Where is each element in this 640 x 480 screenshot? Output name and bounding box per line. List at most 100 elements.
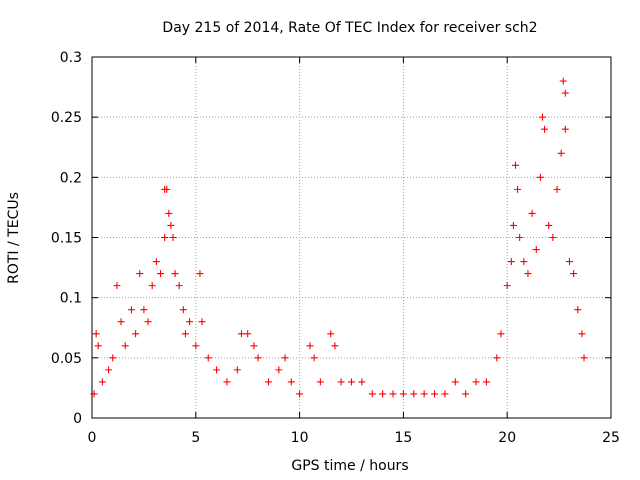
data-point — [358, 378, 366, 386]
data-point — [561, 125, 569, 133]
data-point — [165, 209, 173, 217]
data-point — [127, 306, 135, 314]
data-point — [541, 125, 549, 133]
data-point — [379, 390, 387, 398]
data-point — [296, 390, 304, 398]
data-point — [92, 330, 100, 338]
data-point — [528, 209, 536, 217]
data-point — [181, 330, 189, 338]
data-point — [493, 354, 501, 362]
data-point — [98, 378, 106, 386]
axis-ticks: 0 5 10 15 20 25 0 0.05 0.1 0.15 0.2 0.25 0.3 — [51, 50, 620, 446]
data-point — [167, 221, 175, 229]
data-point — [310, 354, 318, 362]
data-point — [503, 282, 511, 290]
data-point — [327, 330, 335, 338]
data-point — [580, 354, 588, 362]
data-point — [538, 113, 546, 121]
data-point — [462, 390, 470, 398]
data-point — [420, 390, 428, 398]
data-point — [113, 282, 121, 290]
data-point — [512, 161, 520, 169]
x-tick-label: 15 — [394, 430, 412, 446]
data-point — [105, 366, 113, 374]
data-point — [121, 342, 129, 350]
data-point — [570, 270, 578, 278]
data-point — [306, 342, 314, 350]
data-point — [213, 366, 221, 374]
data-point — [514, 185, 522, 193]
data-point — [451, 378, 459, 386]
data-point — [559, 77, 567, 85]
x-tick-label: 25 — [602, 430, 620, 446]
data-point — [223, 378, 231, 386]
data-point — [179, 306, 187, 314]
data-point — [144, 318, 152, 326]
x-tick-label: 0 — [88, 430, 97, 446]
data-point — [140, 306, 148, 314]
y-tick-label: 0.15 — [51, 231, 82, 247]
data-point — [163, 185, 171, 193]
data-point — [565, 258, 573, 266]
y-tick-label: 0 — [73, 411, 82, 427]
data-point — [148, 282, 156, 290]
data-point — [472, 378, 480, 386]
data-point — [186, 318, 194, 326]
data-point — [175, 282, 183, 290]
data-point — [94, 342, 102, 350]
data-point — [557, 149, 565, 157]
data-point — [109, 354, 117, 362]
data-point — [196, 270, 204, 278]
data-point — [507, 258, 515, 266]
data-point — [441, 390, 449, 398]
data-point — [204, 354, 212, 362]
data-point — [244, 330, 252, 338]
data-point — [117, 318, 125, 326]
data-point — [574, 306, 582, 314]
data-point — [152, 258, 160, 266]
data-point — [233, 366, 241, 374]
data-points — [90, 77, 588, 398]
data-point — [169, 234, 177, 241]
y-tick-label: 0.1 — [60, 291, 82, 307]
data-point — [348, 378, 355, 386]
data-point — [136, 270, 144, 278]
data-point — [549, 234, 557, 241]
data-point — [161, 234, 169, 241]
data-point — [316, 378, 324, 386]
data-point — [287, 378, 295, 386]
data-point — [275, 366, 283, 374]
data-point — [516, 234, 524, 241]
x-axis-label: GPS time / hours — [291, 458, 408, 474]
data-point — [553, 185, 561, 193]
data-point — [520, 258, 528, 266]
y-axis-label: ROTI / TECUs — [6, 192, 22, 284]
data-point — [561, 89, 569, 97]
y-tick-label: 0.05 — [51, 351, 82, 367]
chart-title: Day 215 of 2014, Rate Of TEC Index for r… — [162, 20, 537, 36]
data-point — [192, 342, 200, 350]
data-point — [410, 390, 418, 398]
x-tick-label: 20 — [498, 430, 516, 446]
data-point — [132, 330, 140, 338]
y-tick-label: 0.25 — [51, 110, 82, 126]
y-tick-label: 0.3 — [60, 50, 82, 66]
grid-lines — [92, 57, 611, 418]
data-point — [482, 378, 490, 386]
data-point — [157, 270, 165, 278]
data-point — [281, 354, 289, 362]
y-tick-label: 0.2 — [60, 170, 82, 186]
data-point — [171, 270, 179, 278]
data-point — [368, 390, 376, 398]
data-point — [399, 390, 407, 398]
data-point — [250, 342, 258, 350]
data-point — [198, 318, 206, 326]
data-point — [497, 330, 505, 338]
data-point — [331, 342, 339, 350]
data-point — [337, 378, 345, 386]
data-point — [509, 221, 517, 229]
data-point — [237, 330, 245, 338]
data-point — [264, 378, 272, 386]
data-point — [545, 221, 553, 229]
